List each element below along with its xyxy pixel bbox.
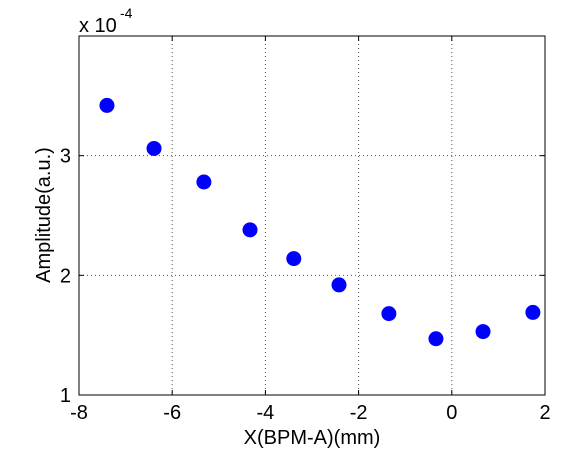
- data-point: [242, 222, 258, 238]
- data-point: [475, 324, 491, 340]
- y-multiplier: x 10: [79, 15, 117, 37]
- x-tick-label: -8: [70, 402, 88, 424]
- x-tick-label: -2: [350, 402, 368, 424]
- data-point: [196, 174, 212, 190]
- y-tick-label: 2: [60, 265, 71, 287]
- data-point: [331, 277, 347, 293]
- y-axis-label: Amplitude(a.u.): [33, 147, 55, 283]
- x-axis-label: X(BPM-A)(mm): [244, 427, 381, 449]
- y-tick-label: 3: [60, 146, 71, 168]
- x-tick-label: -4: [257, 402, 275, 424]
- data-point: [525, 304, 541, 320]
- x-tick-label: 2: [539, 402, 550, 424]
- plot-frame: [78, 35, 546, 396]
- data-point: [381, 306, 397, 322]
- y-tick-label: 1: [60, 385, 71, 407]
- data-point: [146, 140, 162, 156]
- data-point: [286, 251, 302, 267]
- x-tick-label: -6: [163, 402, 181, 424]
- data-point: [99, 97, 115, 113]
- y-multiplier-power: -4: [120, 5, 133, 21]
- data-point: [428, 331, 444, 347]
- x-tick-label: 0: [446, 402, 457, 424]
